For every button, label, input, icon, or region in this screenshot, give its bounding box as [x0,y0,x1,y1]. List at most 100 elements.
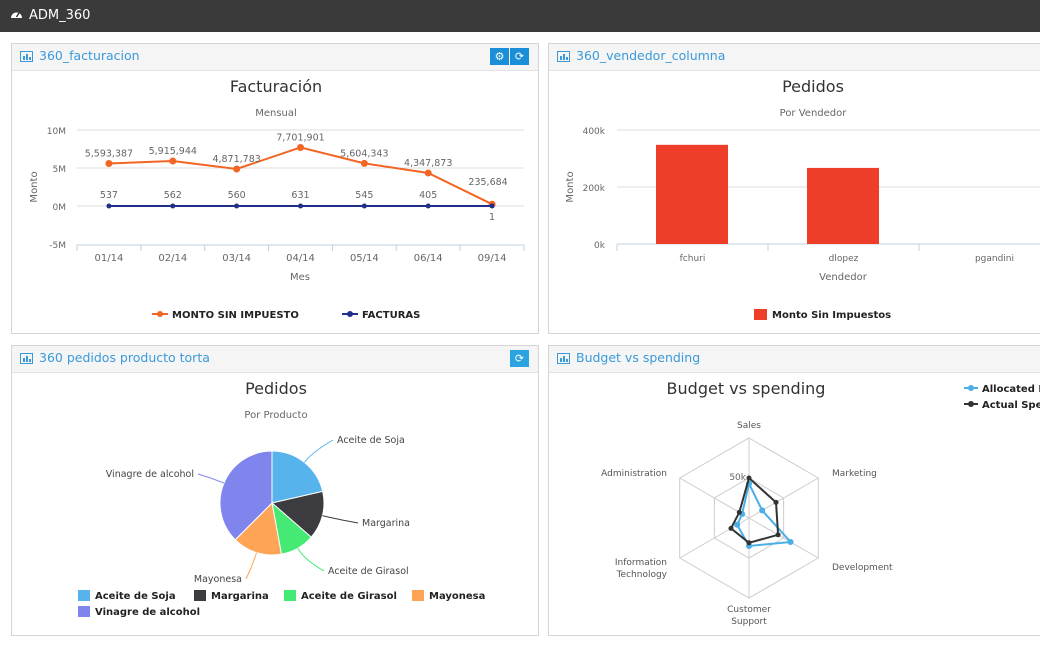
data-point [775,532,781,538]
bar-chart-icon [20,353,33,364]
data-point [360,159,368,167]
data-label: 4,347,873 [404,158,452,169]
legend-item: FACTURAS [362,310,420,321]
data-label: 537 [100,190,118,201]
panel-budget: Budget vs spending Budget vs spending 50k… [548,345,1040,636]
data-point [746,540,752,546]
panel-header: Budget vs spending [549,346,1040,373]
settings-button[interactable]: ⚙ [490,48,509,65]
data-point [489,203,495,209]
x-tick-label: 04/14 [286,253,315,264]
bar [807,167,879,244]
data-point [105,159,113,167]
data-point [297,143,304,151]
axis-label: Development [832,563,893,573]
radar-chart: Budget vs spending 50k Sales Marketing Devel… [601,379,1040,627]
chart-title: Pedidos [782,77,844,96]
pie-chart: Pedidos Por Producto Aceite de Soja Margari… [78,379,485,618]
legend-marker [347,311,353,317]
data-point [361,203,367,209]
connector-line [303,439,334,463]
pie-slice [219,450,273,541]
axis-label: Administration [601,469,667,479]
data-label: 4,871,783 [212,154,260,165]
bar-chart: Pedidos Por Vendedor 400k 200k 0k fchuri dlope… [565,77,1040,321]
data-point [233,165,241,173]
y-axis-label: Monto [565,171,576,202]
legend-marker [157,311,163,317]
chart-title: Pedidos [245,379,307,398]
pie-slice [270,490,325,538]
panel-vendedor: 360_vendedor_columna Pedidos Por Vendedor… [548,43,1040,334]
refresh-button[interactable]: ⟳ [510,350,529,367]
legend-marker [968,385,974,391]
slice-label: Vinagre de alcohol [106,469,194,480]
legend-symbol [78,606,90,617]
top-bar: ADM_360 [0,0,1040,32]
data-label: 5,915,944 [149,146,197,157]
y-tick-label: 5M [53,165,67,175]
connector-line [197,473,225,484]
slice-label: Aceite de Girasol [328,566,409,577]
panel-header: 360_facturacion ⚙ ⟳ [12,44,538,71]
radial-tick-label: 50k [729,473,746,483]
data-point [169,157,177,165]
x-tick-label: fchuri [680,254,706,264]
data-point [736,509,742,515]
legend-item: Mayonesa [429,591,485,602]
data-label: 5,604,343 [340,148,388,159]
pie-slice [271,450,324,504]
data-point [106,203,112,209]
legend-item: Allocated Budget [982,384,1040,395]
chart-title: Facturación [230,77,322,96]
slice-label: Margarina [362,518,410,529]
data-point [734,521,741,528]
axis-label: Sales [737,421,761,431]
panel-torta: 360 pedidos producto torta ⟳ Pedidos Por … [11,345,539,636]
chart-subtitle: Por Producto [244,410,307,421]
data-label: 631 [291,190,309,201]
panel-title: 360 pedidos producto torta [39,350,210,365]
data-point [759,507,766,514]
pie-slice [234,501,283,556]
line-chart: Facturación Mensual 10M 5M 0M -5M 01/14 02/14 03… [29,77,525,321]
data-label: 560 [228,190,246,201]
data-label: 405 [419,190,437,201]
legend-symbol [412,590,424,601]
data-point [728,525,734,531]
panel-header: 360 pedidos producto torta ⟳ [12,346,538,373]
data-label: 545 [355,190,373,201]
y-tick-label: 0M [53,203,67,213]
legend-item: Aceite de Soja [95,591,176,602]
axis-label: Information Technology [615,558,668,580]
x-tick-label: 03/14 [222,253,251,264]
legend-symbol [754,309,767,320]
panel-facturacion: 360_facturacion ⚙ ⟳ Facturación Mensual 1 0… [11,43,539,334]
x-tick-label: 09/14 [478,253,507,264]
connector-line [297,547,325,572]
panel-title: Budget vs spending [576,350,701,365]
data-label: 235,684 [468,177,507,188]
bar-chart-icon [20,51,33,62]
gear-icon: ⚙ [494,50,505,63]
app-title: ADM_360 [29,8,91,23]
connector-line [322,515,359,524]
chart-subtitle: Mensual [255,108,297,119]
x-axis-label: Mes [290,272,310,283]
refresh-button[interactable]: ⟳ [510,48,529,65]
slice-label: Mayonesa [194,574,242,585]
refresh-icon: ⟳ [514,50,525,63]
data-point [298,203,303,209]
legend-symbol [194,590,206,601]
y-axis-label: Monto [29,171,40,202]
data-label: 1 [489,212,495,223]
y-tick-label: 200k [583,184,606,194]
data-label: 7,701,901 [276,132,324,143]
x-tick-label: 01/14 [95,253,124,264]
bar-chart-icon [557,51,570,62]
axis-label: Customer Support [727,605,771,627]
legend-symbol [78,590,90,601]
x-axis-label: Vendedor [819,272,868,283]
data-point [425,203,431,209]
x-tick-label: 06/14 [414,253,443,264]
